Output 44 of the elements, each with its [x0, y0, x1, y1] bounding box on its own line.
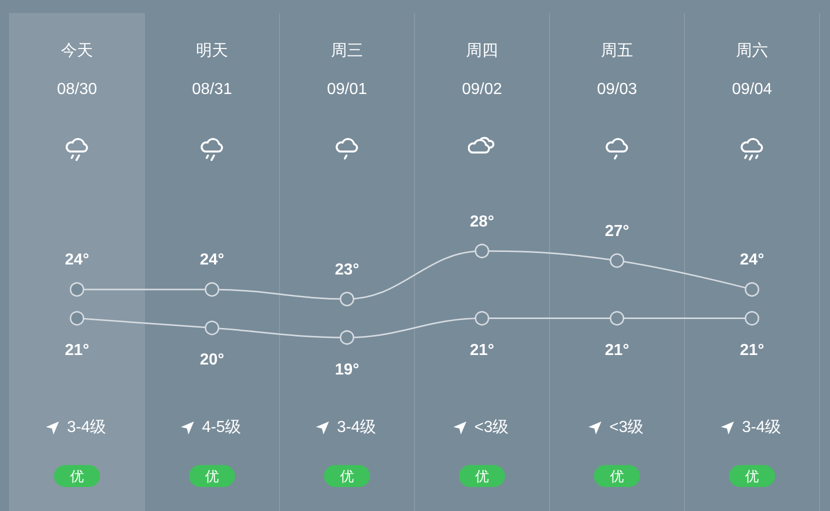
point [204, 320, 220, 336]
text: 4-5级 [202, 419, 242, 437]
x-tick-label: 周三 [331, 42, 363, 60]
data-label: 24° [740, 252, 764, 269]
pill-badge: 优 [459, 465, 505, 487]
data-label: 27° [604, 222, 630, 240]
x-tick-label: 周五 [601, 42, 633, 60]
text: 09/02 [462, 81, 502, 99]
text: 3-4级 [742, 419, 782, 437]
pill-badge: 优 [54, 465, 100, 487]
data-label: 23° [334, 261, 360, 278]
point [340, 330, 354, 345]
point [474, 244, 490, 258]
data-label: 21° [604, 342, 630, 360]
text: 09/04 [732, 81, 772, 99]
text: 08/31 [192, 81, 232, 99]
data-label: 21° [470, 342, 494, 360]
point [70, 282, 84, 297]
pill-badge: 优 [594, 465, 640, 487]
pill-badge: 优 [729, 465, 775, 487]
data-label: 20° [200, 352, 224, 369]
data-label: 24° [64, 252, 90, 269]
x-tick-label: 明天 [196, 42, 228, 60]
point [204, 282, 220, 297]
text: 3-4级 [66, 419, 106, 437]
text: <3级 [474, 419, 509, 437]
data-label: 19° [334, 361, 360, 378]
point [340, 292, 354, 306]
pill-badge: 优 [324, 465, 370, 487]
text: <3级 [609, 419, 644, 437]
text: 3-4级 [336, 419, 376, 437]
point [610, 253, 624, 268]
point [70, 311, 84, 326]
data-label: 28° [470, 213, 494, 230]
x-tick-label: 周四 [466, 42, 498, 60]
x-tick-label: 周六 [736, 42, 768, 60]
data-label: 21° [740, 342, 764, 360]
pill-badge: 优 [189, 465, 235, 487]
text: 09/03 [596, 81, 638, 99]
data-label: 24° [200, 252, 224, 269]
text: 08/30 [56, 81, 98, 99]
data-label: 21° [64, 342, 90, 360]
x-tick-label: 今天 [61, 42, 93, 60]
text: 09/01 [326, 81, 368, 99]
